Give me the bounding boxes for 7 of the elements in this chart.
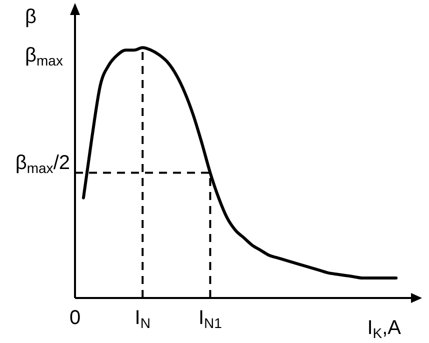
x-tick-label: I$_{N1}$ — [198, 307, 222, 332]
y-axis-title: β — [25, 6, 37, 28]
x-tick-label: I$_{N}$ — [134, 307, 150, 332]
x-tick-label: 0 — [69, 307, 81, 329]
ref-line-label: β$_{max}$/2 — [15, 152, 70, 176]
x-axis-title: I$_{K}$,A — [367, 317, 402, 342]
text: β$_{max}$ — [25, 44, 63, 69]
